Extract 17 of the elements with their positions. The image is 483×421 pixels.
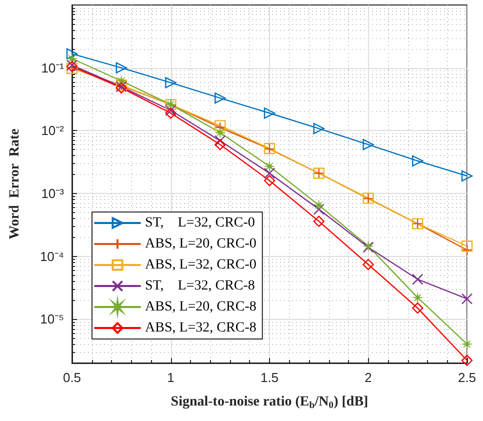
- y-tick-label: 10⁻²: [41, 123, 65, 138]
- legend-label: ABS, L=20, CRC-0: [145, 236, 256, 252]
- x-tick-label: 1: [167, 370, 174, 385]
- x-tick-label: 2: [364, 370, 372, 385]
- legend-label: ST, L=32, CRC-0: [145, 216, 255, 230]
- y-axis-title: Word Error Rate: [8, 128, 22, 240]
- legend-label: ST, L=32, CRC-8: [145, 278, 255, 294]
- x-tick-label: 2.5: [458, 370, 476, 385]
- y-tick-label: 10⁻¹: [41, 60, 65, 76]
- x-tick-label: 0.5: [62, 370, 82, 385]
- y-tick-label: 10⁻⁴: [40, 248, 64, 264]
- y-tick-label: 10⁻⁵: [40, 312, 64, 327]
- legend-label: ABS, L=20, CRC-8: [145, 300, 256, 314]
- legend-label: ABS, L=32, CRC-8: [145, 320, 256, 336]
- y-tick-label: 10⁻³: [41, 186, 65, 201]
- legend-label: ABS, L=32, CRC-0: [145, 258, 256, 272]
- x-tick-label: 1.5: [260, 370, 279, 385]
